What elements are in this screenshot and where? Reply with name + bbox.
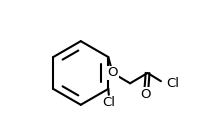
Text: O: O: [141, 88, 151, 101]
Text: Cl: Cl: [166, 77, 179, 90]
Text: Cl: Cl: [103, 96, 116, 109]
Text: O: O: [107, 67, 118, 79]
